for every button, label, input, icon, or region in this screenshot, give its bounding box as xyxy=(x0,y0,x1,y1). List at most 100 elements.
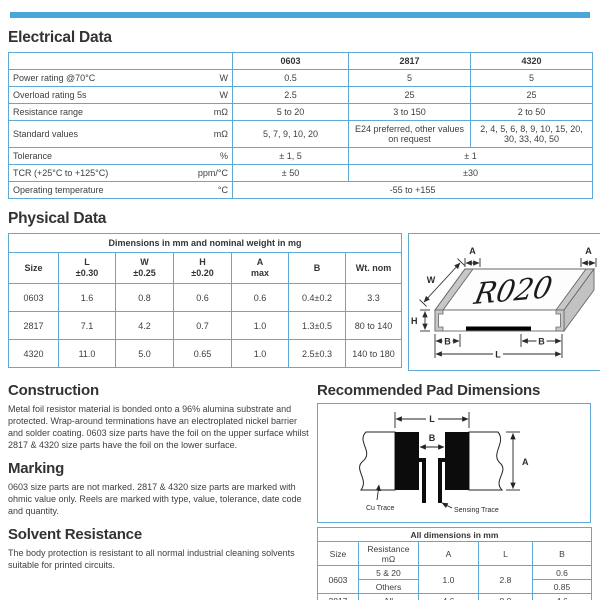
cell-merged: ± 1 xyxy=(348,147,593,165)
table-row: Power rating @70°C W 0.5 5 5 xyxy=(8,69,593,87)
cell: 25 xyxy=(470,86,593,104)
cell: 4.6 xyxy=(417,593,479,600)
pad-caption-row: All dimensions in mm xyxy=(316,527,593,542)
row-label-cell: TCR (+25°C to +125°C) ppm/°C xyxy=(8,164,233,182)
marking-heading: Marking xyxy=(8,460,65,477)
cu-trace-label: Cu Trace xyxy=(366,505,395,512)
row-label-cell: Resistance range mΩ xyxy=(8,103,233,121)
solvent-resistance-body: The body protection is resistant to all … xyxy=(8,548,295,570)
table-row: Standard values mΩ 5, 7, 9, 10, 20 E24 pr… xyxy=(8,120,593,148)
cell: 25 xyxy=(348,86,471,104)
left-pad xyxy=(394,432,419,490)
right-cu-trace xyxy=(468,431,504,491)
column-header-a: A xyxy=(417,541,479,566)
cell: 0.6 xyxy=(531,565,593,580)
column-header-wt: Wt. nom xyxy=(344,252,403,284)
resistor-marking-text: R020 xyxy=(471,270,555,311)
cell: ± 1, 5 xyxy=(232,147,349,165)
row-label-cell: Power rating @70°C W xyxy=(8,69,233,87)
row-label-cell: Overload rating 5s W xyxy=(8,86,233,104)
cell: 0.7 xyxy=(173,311,232,340)
row-label: TCR (+25°C to +125°C) xyxy=(13,168,109,178)
cell: 5 xyxy=(348,69,471,87)
column-header-resistance: Resistance mΩ xyxy=(357,541,419,566)
cell: 5 & 20 xyxy=(357,565,419,580)
row-label: Power rating @70°C xyxy=(13,73,96,83)
text-column: Construction Metal foil resistor materia… xyxy=(8,373,309,600)
pad-dimensions-heading: Recommended Pad Dimensions xyxy=(316,382,541,399)
cell: 7.1 xyxy=(58,311,116,340)
table-row: Overload rating 5s W 2.5 25 25 xyxy=(8,86,593,104)
physical-caption: Dimensions in mm and nominal weight in m… xyxy=(7,233,403,253)
row-unit: W xyxy=(219,73,229,83)
column-header-4320: 4320 xyxy=(470,52,593,70)
cell: 2817 xyxy=(316,593,359,600)
cell: 0.8 xyxy=(115,283,174,312)
cell: 0.5 xyxy=(232,69,349,87)
right-terminal-front xyxy=(555,309,565,332)
dim-label-a-left: A xyxy=(469,246,476,256)
column-header-0603: 0603 xyxy=(232,52,349,70)
pad-dimensions-column: Recommended Pad Dimensions xyxy=(316,373,593,600)
cell: 2.5±0.3 xyxy=(288,339,346,368)
row-label: Operating temperature xyxy=(13,185,104,195)
bottom-sense-strip xyxy=(466,326,532,331)
marking-body: 0603 size parts are not marked. 2817 & 4… xyxy=(8,482,302,516)
row-unit: mΩ xyxy=(213,107,228,117)
row-label: Overload rating 5s xyxy=(13,90,87,100)
row-label-cell: Tolerance% xyxy=(8,147,233,165)
cell: 4.6 xyxy=(531,593,593,600)
sensing-trace-label: Sensing Trace xyxy=(454,507,499,514)
cell: 0603 xyxy=(8,283,59,312)
row-label-cell: Standard values mΩ xyxy=(8,120,233,148)
left-sense-trace xyxy=(421,458,426,503)
empty-corner-cell xyxy=(8,52,233,70)
row-label: Tolerance xyxy=(13,151,53,161)
row-unit: ppm/°C xyxy=(197,168,228,178)
cell: 11.0 xyxy=(58,339,116,368)
resistor-3d-drawing: R020 A A W H xyxy=(411,246,597,360)
cell: 1.0 xyxy=(231,311,289,340)
pad-dimensions-table: All dimensions in mm Size Resistance mΩ … xyxy=(316,527,593,600)
resistor-dimension-diagram: R020 A A W H xyxy=(408,233,600,371)
cell: 80 to 140 xyxy=(344,311,403,340)
electrical-data-heading: Electrical Data xyxy=(8,29,112,46)
left-cu-trace xyxy=(359,431,396,491)
electrical-header-row: 0603 2817 4320 xyxy=(8,52,593,70)
dim-label-h: H xyxy=(411,316,418,326)
cell-merged: -55 to +155 xyxy=(232,181,593,199)
row-label-cell: Operating temperature °C xyxy=(8,181,233,199)
column-header-2817: 2817 xyxy=(348,52,471,70)
column-header-l: L ±0.30 xyxy=(58,252,116,284)
cell: 0.65 xyxy=(173,339,232,368)
row-label: Resistance range xyxy=(13,107,84,117)
dim-label-b-left: B xyxy=(444,337,451,347)
table-row: 2817 All 4.6 8.0 4.6 xyxy=(316,593,593,600)
table-row: 4320 11.0 5.0 0.65 1.0 2.5±0.3 140 to 18… xyxy=(8,339,403,368)
row-unit: °C xyxy=(217,185,228,195)
cell: 4320 xyxy=(8,339,59,368)
cell: 1.3±0.5 xyxy=(288,311,346,340)
pad-header-row: Size Resistance mΩ A L B xyxy=(316,541,593,566)
row-label: Standard values xyxy=(13,129,79,139)
solvent-resistance-heading: Solvent Resistance xyxy=(8,526,142,543)
cell: 5.0 xyxy=(115,339,174,368)
table-row: 0603 5 & 20 1.0 2.8 0.6 xyxy=(316,565,593,594)
table-row: Operating temperature °C -55 to +155 xyxy=(8,181,593,199)
row-unit: W xyxy=(219,90,229,100)
cell: 5 xyxy=(470,69,593,87)
cell: 3.3 xyxy=(344,283,403,312)
pad-layout-drawing: L B A Cu Trace Sensing Trace xyxy=(359,412,529,514)
cell: 2 to 50 xyxy=(470,103,593,121)
cell: 8.0 xyxy=(477,593,533,600)
cell: 2.5 xyxy=(232,86,349,104)
column-header-w: W ±0.25 xyxy=(115,252,174,284)
cell: 4.2 xyxy=(115,311,174,340)
pad-table-caption: All dimensions in mm xyxy=(316,527,593,542)
table-row: 2817 7.1 4.2 0.7 1.0 1.3±0.5 80 to 140 xyxy=(8,311,403,340)
pad-layout-diagram: L B A Cu Trace Sensing Trace xyxy=(316,403,591,523)
row-unit: mΩ xyxy=(213,129,228,139)
column-header-l: L xyxy=(477,541,533,566)
right-pad xyxy=(444,432,469,490)
